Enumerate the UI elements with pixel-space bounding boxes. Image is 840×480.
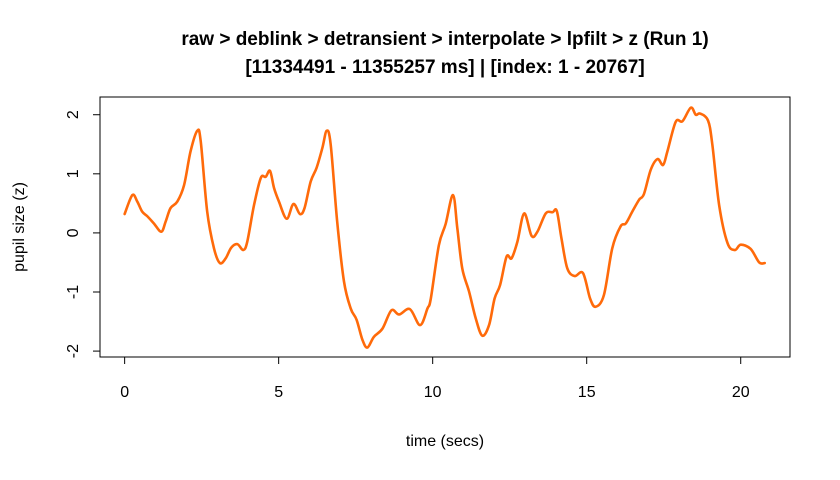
y-tick-label: 2 bbox=[65, 110, 82, 119]
chart-subtitle: [11334491 - 11355257 ms] | [index: 1 - 2… bbox=[245, 57, 644, 78]
y-tick-label: -2 bbox=[65, 344, 82, 358]
y-axis-label: pupil size (z) bbox=[11, 182, 28, 272]
y-tick-label: 1 bbox=[65, 169, 82, 178]
y-tick-label: 0 bbox=[65, 228, 82, 237]
y-axis: -2 -1 0 1 2 bbox=[65, 110, 101, 358]
chart-title: raw > deblink > detransient > interpolat… bbox=[181, 29, 708, 50]
x-tick-label: 0 bbox=[120, 384, 129, 401]
x-tick-label: 20 bbox=[732, 384, 750, 401]
y-tick-label: -1 bbox=[65, 285, 82, 299]
x-axis-label: time (secs) bbox=[406, 433, 484, 450]
x-tick-label: 10 bbox=[424, 384, 442, 401]
x-axis: 0 5 10 15 20 bbox=[120, 356, 750, 401]
series-line bbox=[123, 106, 767, 349]
x-tick-label: 15 bbox=[578, 384, 596, 401]
x-tick-label: 5 bbox=[274, 384, 283, 401]
